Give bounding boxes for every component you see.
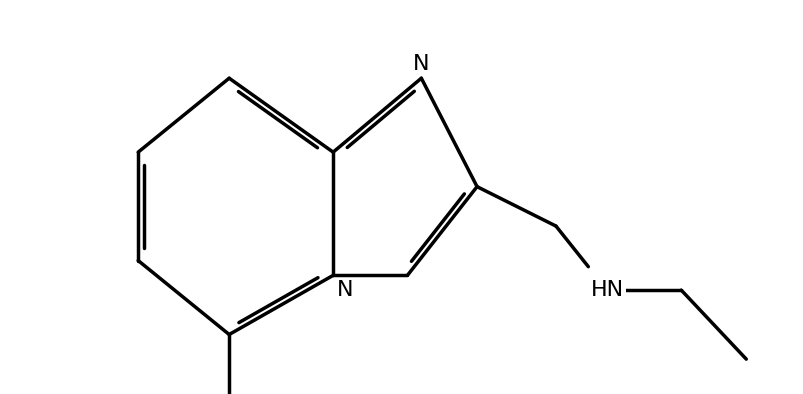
Text: HN: HN <box>589 280 623 300</box>
Text: N: N <box>336 281 353 300</box>
Text: N: N <box>413 54 429 74</box>
